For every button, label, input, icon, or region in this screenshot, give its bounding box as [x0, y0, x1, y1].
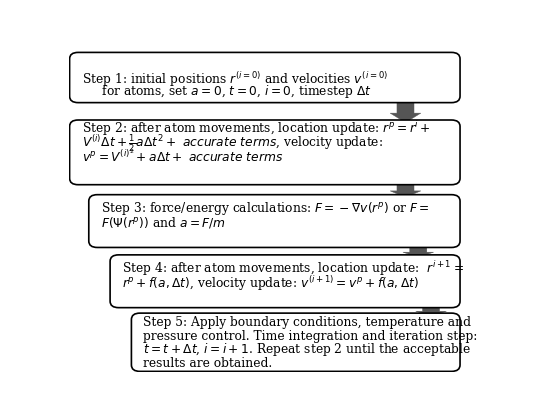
- FancyBboxPatch shape: [70, 52, 460, 103]
- Text: $t = t + \Delta t$, $i = i + 1$. Repeat step 2 until the acceptable: $t = t + \Delta t$, $i = i + 1$. Repeat …: [144, 342, 471, 358]
- Text: results are obtained.: results are obtained.: [144, 357, 273, 370]
- Text: for atoms, set $a = 0$, $t = 0$, $i = 0$, timestep $\Delta t$: for atoms, set $a = 0$, $t = 0$, $i = 0$…: [81, 82, 371, 99]
- FancyBboxPatch shape: [89, 195, 460, 247]
- Polygon shape: [390, 100, 421, 122]
- Text: Step 1: initial positions $r^{(i=0)}$ and velocities $v^{(i=0)}$: Step 1: initial positions $r^{(i=0)}$ an…: [81, 70, 388, 89]
- FancyBboxPatch shape: [70, 120, 460, 185]
- Text: $F(\Psi(r^p))$ and $a = F / m$: $F(\Psi(r^p))$ and $a = F / m$: [101, 216, 226, 230]
- Polygon shape: [403, 245, 433, 257]
- FancyBboxPatch shape: [131, 313, 460, 371]
- Text: Step 3: force/energy calculations: $F = -\nabla v(r^p)$ or $F =$: Step 3: force/energy calculations: $F = …: [101, 200, 429, 217]
- Text: Step 4: after atom movements, location update:  $r^{i+1} =$: Step 4: after atom movements, location u…: [122, 260, 464, 278]
- FancyBboxPatch shape: [110, 255, 460, 308]
- Polygon shape: [416, 305, 447, 316]
- Text: pressure control. Time integration and iteration step:: pressure control. Time integration and i…: [144, 330, 478, 343]
- Text: Step 2: after atom movements, location update: $r^p = r^i +$: Step 2: after atom movements, location u…: [81, 120, 430, 138]
- Text: $v^p = V^{(i)^2} + a\Delta t +$ $\it{accurate\ terms}$: $v^p = V^{(i)^2} + a\Delta t +$ $\it{acc…: [81, 149, 283, 166]
- Text: $V^{(i)}\Delta t + \frac{1}{2}a\Delta t^2 +$ $\it{accurate\ terms}$, velocity up: $V^{(i)}\Delta t + \frac{1}{2}a\Delta t^…: [81, 132, 383, 154]
- Text: Step 5: Apply boundary conditions, temperature and: Step 5: Apply boundary conditions, tempe…: [144, 316, 471, 329]
- Text: $r^p + f(a, \Delta t)$, velocity update: $v^{(i+1)} = v^p + f(a, \Delta t)$: $r^p + f(a, \Delta t)$, velocity update:…: [122, 274, 419, 293]
- Polygon shape: [390, 182, 421, 197]
